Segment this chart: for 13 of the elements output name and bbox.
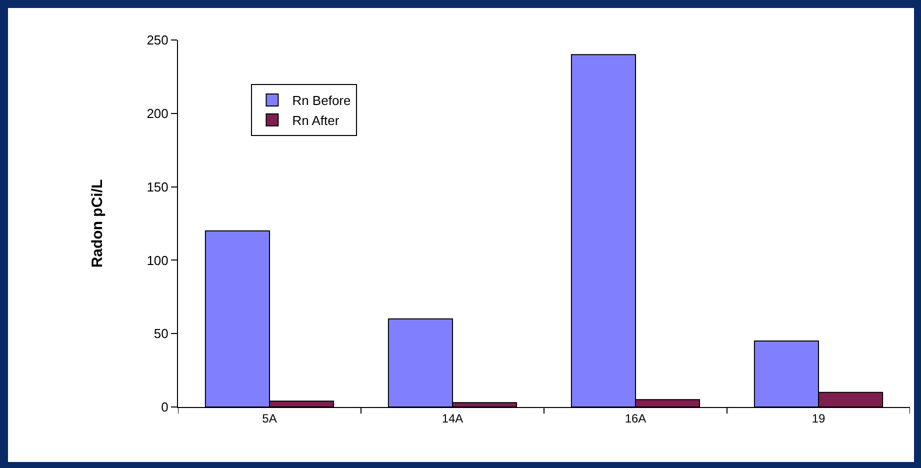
y-tick-label: 100: [146, 252, 168, 268]
y-tick-label: 0: [161, 400, 168, 415]
legend-label: Rn After: [292, 112, 340, 128]
y-tick-label: 250: [146, 32, 168, 48]
x-tick-label: 19: [812, 411, 826, 426]
x-tick-label: 16A: [624, 411, 646, 426]
y-tick-label: 200: [146, 106, 168, 121]
x-tick-label: 5A: [262, 411, 277, 426]
y-axis-title: Radon pCi/L: [88, 179, 106, 268]
legend-label: Rn Before: [292, 93, 351, 108]
y-tick-label: 50: [154, 326, 168, 342]
y-tick-label: 150: [146, 179, 168, 194]
x-tick-label: 14A: [442, 411, 464, 426]
